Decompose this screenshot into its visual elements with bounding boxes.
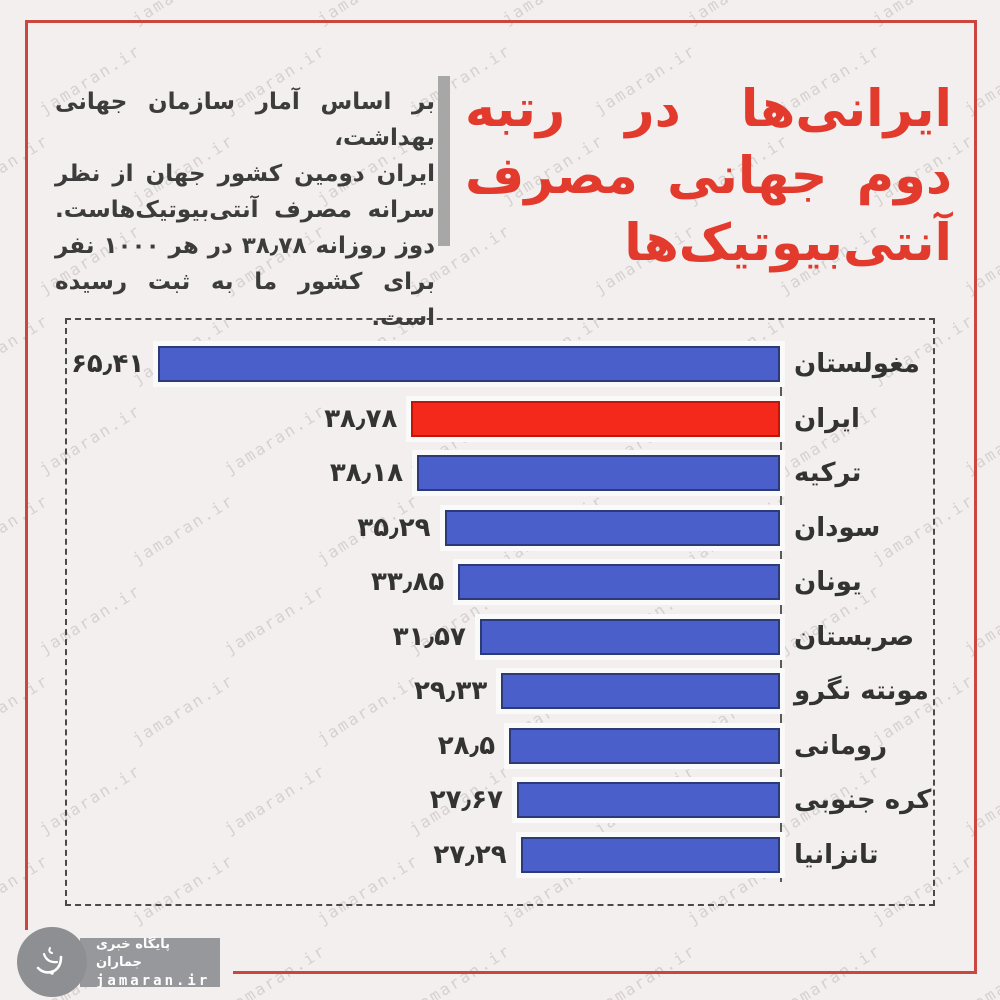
bar-category-label: مغولستان (794, 349, 920, 380)
bar (520, 836, 780, 873)
watermark-text: jamaran.ir (684, 0, 793, 28)
bar-value-label: ۲۷٫۲۹ (433, 839, 507, 870)
bar-value-label: ۲۹٫۳۳ (414, 676, 488, 707)
frame-border-bottom (233, 971, 974, 974)
bar (517, 782, 780, 819)
bar-category-label: ایران (794, 403, 860, 434)
bar-category-label: ترکیه (794, 458, 862, 489)
bar (501, 673, 780, 710)
bar-value-label: ۲۸٫۵ (437, 730, 496, 761)
chart-row: ۳۸٫۱۸ ترکیه (67, 446, 933, 501)
bar-value-label: ۳۸٫۱۸ (329, 458, 404, 489)
frame-border-right (974, 20, 977, 974)
chart-row: ۲۷٫۲۹ تانزانیا (67, 828, 933, 883)
watermark-text: jamaran.ir (499, 0, 608, 28)
chart-row: ۲۸٫۵ رومانی (67, 719, 933, 774)
bar-value-label: ۳۵٫۲۹ (357, 512, 431, 543)
bar-category-label: کره جنوبی (794, 785, 932, 816)
bar-area: ۳۳٫۸۵ (67, 555, 780, 610)
bar-value-label: ۶۵٫۴۱ (71, 349, 145, 380)
bar-area: ۲۷٫۶۷ (67, 773, 780, 828)
watermark-text: jamaran.ir (960, 40, 1000, 119)
bar-area: ۲۷٫۲۹ (67, 828, 780, 883)
intro-line: بر اساس آمار سازمان جهانی بهداشت، (55, 89, 435, 151)
chart-row: ۶۵٫۴۱ مغولستان (67, 337, 933, 392)
bar-value-label: ۳۱٫۵۷ (392, 621, 466, 652)
bar-area: ۳۵٫۲۹ (67, 501, 780, 556)
bar-category-label: مونته نگرو (794, 676, 929, 707)
chart-baseline (780, 342, 782, 882)
intro-line: برای کشور ما به ثبت رسیده است. (55, 269, 435, 331)
bar-category-label: رومانی (794, 730, 888, 761)
chart-row: ۲۷٫۶۷ کره جنوبی (67, 773, 933, 828)
bar-area: ۳۱٫۵۷ (67, 610, 780, 665)
bar (479, 618, 780, 655)
bar-value-label: ۳۳٫۸۵ (371, 567, 445, 598)
frame-border-top (25, 20, 977, 23)
intro-line: دوز روزانه ۳۸٫۷۸ در هر ۱۰۰۰ نفر (55, 233, 435, 259)
title-line: آنتی‌بیوتیک‌ها (624, 214, 952, 273)
chart-row: ۳۳٫۸۵ یونان (67, 555, 933, 610)
bar-chart: ۶۵٫۴۱ مغولستان ۳۸٫۷۸ ایران ۳۸٫۱۸ ترکیه ۳… (65, 318, 935, 906)
bar-category-label: سودان (794, 512, 881, 543)
bar (458, 564, 780, 601)
bar-area: ۳۸٫۷۸ (67, 392, 780, 447)
intro-line: ایران دومین کشور جهان از نظر (55, 161, 435, 187)
watermark-text: jamaran.ir (129, 0, 238, 28)
watermark-text: jamaran.ir (960, 760, 1000, 839)
bar-value-label: ۲۷٫۶۷ (429, 785, 503, 816)
chart-row: ۳۱٫۵۷ صربستان (67, 610, 933, 665)
bar-area: ۶۵٫۴۱ (67, 337, 780, 392)
frame-border-left (25, 20, 28, 930)
bar (444, 509, 780, 546)
intro-text: بر اساس آمار سازمان جهانی بهداشت، ایران … (55, 84, 435, 336)
chart-row: ۲۹٫۳۳ مونته نگرو (67, 664, 933, 719)
jamaran-calligraphy-icon (36, 947, 63, 975)
bar-category-label: صربستان (794, 621, 915, 652)
bar-category-label: تانزانیا (794, 839, 879, 870)
bar (417, 455, 780, 492)
page-title: ایرانی‌ها در رتبه دوم جهانی مصرف آنتی‌بی… (465, 76, 952, 277)
watermark-text: jamaran.ir (314, 0, 423, 28)
logo-url: jamaran.ir (96, 972, 211, 989)
bar-value-label: ۳۸٫۷۸ (324, 403, 398, 434)
bar-area: ۲۸٫۵ (67, 719, 780, 774)
watermark-text: jamaran.ir (960, 220, 1000, 299)
logo-title: پایگاه خبری جماران (96, 936, 170, 970)
watermark-text: jamaran.ir (960, 580, 1000, 659)
jamaran-logo-icon (17, 927, 87, 997)
bar (411, 400, 780, 437)
watermark-text: jamaran.ir (960, 400, 1000, 479)
logo-ribbon: پایگاه خبری جماران jamaran.ir (80, 936, 220, 989)
chart-row: ۳۸٫۷۸ ایران (67, 392, 933, 447)
intro-line: سرانه مصرف آنتی‌بیوتیک‌هاست. (55, 197, 435, 223)
chart-rows: ۶۵٫۴۱ مغولستان ۳۸٫۷۸ ایران ۳۸٫۱۸ ترکیه ۳… (67, 337, 933, 882)
watermark-text: jamaran.ir (869, 0, 978, 28)
title-line: دوم جهانی مصرف (465, 147, 952, 206)
title-line: ایرانی‌ها در رتبه (465, 80, 952, 139)
bar (509, 727, 780, 764)
bar-category-label: یونان (794, 567, 862, 598)
bar-area: ۳۸٫۱۸ (67, 446, 780, 501)
bar (158, 346, 780, 383)
bar-area: ۲۹٫۳۳ (67, 664, 780, 719)
header-divider (438, 76, 450, 246)
chart-row: ۳۵٫۲۹ سودان (67, 501, 933, 556)
